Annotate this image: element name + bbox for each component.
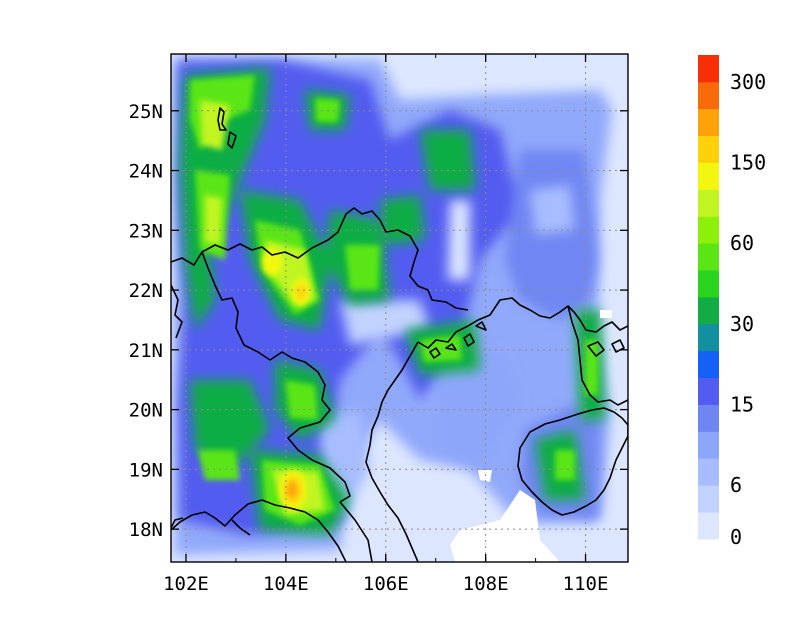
y-tick-label: 21N (129, 340, 163, 362)
colorbar-swatch (698, 189, 719, 217)
colorbar-swatch (698, 458, 719, 486)
grid-lines (171, 54, 628, 562)
coast-guangxi (417, 297, 628, 349)
colorbar-swatch (698, 162, 719, 190)
colorbar-label: 0 (730, 525, 742, 549)
y-tick-label: 22N (129, 280, 163, 302)
colorbar-swatch (698, 243, 719, 271)
colorbar-swatch (698, 377, 719, 405)
y-tick-label: 20N (129, 400, 163, 422)
x-tick-label: 108E (463, 573, 509, 595)
x-tick-label: 102E (163, 573, 209, 595)
colorbar-swatch (698, 81, 719, 110)
lake-dianchi (217, 107, 227, 131)
colorbar: 0 6 15 30 60 150 300 (698, 55, 766, 549)
x-tick-label: 110E (563, 573, 609, 595)
coast-leizhou (567, 305, 628, 406)
y-tick-label: 25N (129, 101, 163, 123)
colorbar-swatch (698, 512, 719, 540)
colorbar-label: 6 (730, 473, 742, 497)
x-tick-label: 106E (363, 573, 409, 595)
colorbar-swatch (698, 216, 719, 244)
colorbar-label: 60 (730, 231, 754, 255)
colorbar-label: 150 (730, 151, 766, 175)
no-data-region (450, 490, 560, 562)
colorbar-swatch (698, 135, 719, 163)
colorbar-swatch (698, 270, 719, 298)
y-tick-label: 19N (129, 459, 163, 481)
border-vietnam-laos-north (201, 251, 351, 503)
x-axis: 102E 104E 106E 108E 110E (163, 54, 608, 595)
map-panel (171, 54, 628, 562)
y-tick-label: 23N (129, 220, 163, 242)
colorbar-label: 30 (730, 312, 754, 336)
coast-hainan (517, 407, 628, 516)
coast-vietnam (365, 341, 419, 562)
colorbar-label: 15 (730, 393, 754, 417)
colorbar-swatch (698, 55, 719, 83)
colorbar-swatch (698, 323, 719, 352)
x-tick-label: 104E (263, 573, 309, 595)
rainfall-contours (175, 58, 612, 562)
colorbar-swatch (698, 108, 719, 137)
colorbar-swatch (698, 350, 719, 379)
colorbar-label: 300 (730, 70, 766, 94)
colorbar-swatch (698, 404, 719, 432)
coastlines-and-borders (171, 107, 628, 562)
colorbar-swatch (698, 297, 719, 325)
y-tick-label: 24N (129, 161, 163, 183)
map-frame (170, 53, 629, 563)
colorbar-swatch (698, 431, 719, 459)
colorbar-swatch (698, 485, 719, 513)
border-china-vietnam (171, 207, 469, 311)
y-tick-label: 18N (129, 519, 163, 541)
y-axis: 18N 19N 20N 21N 22N 23N 24N 25N (129, 101, 628, 541)
